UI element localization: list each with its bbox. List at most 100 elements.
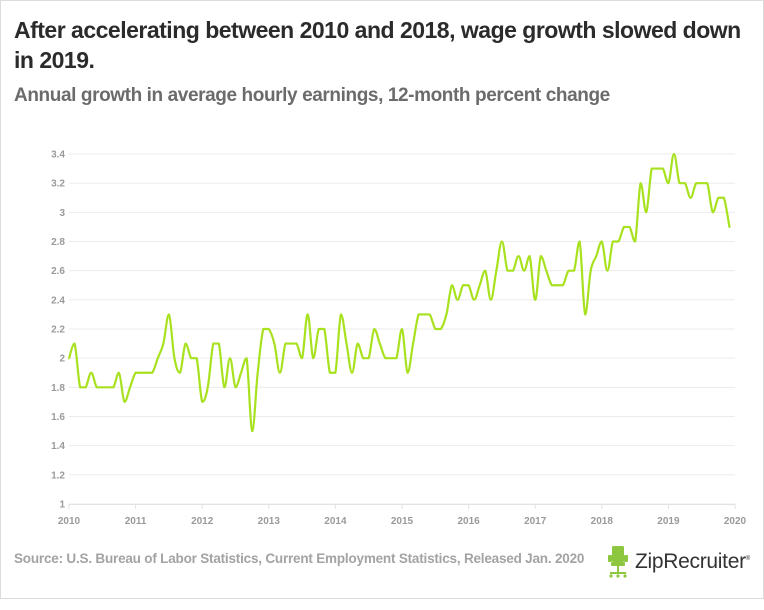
- data-point[interactable]: [516, 254, 521, 259]
- data-point[interactable]: [289, 341, 294, 346]
- data-point[interactable]: [472, 297, 477, 302]
- data-point[interactable]: [305, 312, 310, 317]
- data-point[interactable]: [322, 327, 327, 332]
- ziprecruiter-logo[interactable]: ZipRecruiter®: [607, 545, 750, 579]
- data-point[interactable]: [411, 341, 416, 346]
- data-point[interactable]: [333, 370, 338, 375]
- data-point[interactable]: [350, 370, 355, 375]
- data-point[interactable]: [105, 385, 110, 390]
- data-point[interactable]: [705, 181, 710, 186]
- data-point[interactable]: [494, 268, 499, 273]
- data-point[interactable]: [466, 283, 471, 288]
- data-point[interactable]: [400, 327, 405, 332]
- data-point[interactable]: [216, 341, 221, 346]
- data-point[interactable]: [316, 327, 321, 332]
- data-point[interactable]: [172, 356, 177, 361]
- data-point[interactable]: [78, 385, 83, 390]
- data-point[interactable]: [272, 341, 277, 346]
- data-point[interactable]: [572, 268, 577, 273]
- data-point[interactable]: [560, 283, 565, 288]
- data-point[interactable]: [239, 370, 244, 375]
- data-point[interactable]: [538, 254, 543, 259]
- data-point[interactable]: [449, 283, 454, 288]
- data-point[interactable]: [361, 356, 366, 361]
- data-point[interactable]: [511, 268, 516, 273]
- data-point[interactable]: [483, 268, 488, 273]
- data-point[interactable]: [694, 181, 699, 186]
- data-point[interactable]: [716, 195, 721, 200]
- data-point[interactable]: [444, 312, 449, 317]
- data-point[interactable]: [222, 385, 227, 390]
- data-point[interactable]: [522, 268, 527, 273]
- data-point[interactable]: [710, 210, 715, 215]
- data-point[interactable]: [150, 370, 155, 375]
- data-point[interactable]: [488, 297, 493, 302]
- data-point[interactable]: [139, 370, 144, 375]
- data-point[interactable]: [544, 268, 549, 273]
- data-point[interactable]: [422, 312, 427, 317]
- data-point[interactable]: [527, 254, 532, 259]
- data-point[interactable]: [189, 356, 194, 361]
- data-point[interactable]: [577, 239, 582, 244]
- data-point[interactable]: [89, 370, 94, 375]
- data-point[interactable]: [250, 429, 255, 434]
- data-point[interactable]: [660, 166, 665, 171]
- data-point[interactable]: [366, 356, 371, 361]
- data-point[interactable]: [155, 356, 160, 361]
- data-point[interactable]: [405, 370, 410, 375]
- data-point[interactable]: [677, 181, 682, 186]
- data-point[interactable]: [388, 356, 393, 361]
- data-point[interactable]: [255, 370, 260, 375]
- data-point[interactable]: [116, 370, 121, 375]
- data-point[interactable]: [266, 327, 271, 332]
- data-point[interactable]: [128, 385, 133, 390]
- data-point[interactable]: [100, 385, 105, 390]
- data-point[interactable]: [122, 399, 127, 404]
- data-point[interactable]: [433, 327, 438, 332]
- data-point[interactable]: [505, 268, 510, 273]
- data-point[interactable]: [583, 312, 588, 317]
- data-point[interactable]: [461, 283, 466, 288]
- data-point[interactable]: [183, 341, 188, 346]
- data-point[interactable]: [277, 370, 282, 375]
- data-point[interactable]: [655, 166, 660, 171]
- data-point[interactable]: [72, 341, 77, 346]
- data-point[interactable]: [300, 356, 305, 361]
- data-point[interactable]: [94, 385, 99, 390]
- data-point[interactable]: [683, 181, 688, 186]
- data-point[interactable]: [244, 356, 249, 361]
- data-point[interactable]: [327, 370, 332, 375]
- data-point[interactable]: [83, 385, 88, 390]
- data-point[interactable]: [338, 312, 343, 317]
- data-point[interactable]: [549, 283, 554, 288]
- data-point[interactable]: [644, 210, 649, 215]
- data-point[interactable]: [671, 152, 676, 157]
- data-point[interactable]: [633, 239, 638, 244]
- data-point[interactable]: [499, 239, 504, 244]
- data-point[interactable]: [194, 356, 199, 361]
- data-point[interactable]: [566, 268, 571, 273]
- data-point[interactable]: [416, 312, 421, 317]
- data-point[interactable]: [533, 297, 538, 302]
- data-point[interactable]: [111, 385, 116, 390]
- data-point[interactable]: [200, 399, 205, 404]
- data-point[interactable]: [161, 341, 166, 346]
- data-point[interactable]: [344, 341, 349, 346]
- data-point[interactable]: [427, 312, 432, 317]
- data-point[interactable]: [178, 370, 183, 375]
- data-point[interactable]: [622, 224, 627, 229]
- data-point[interactable]: [699, 181, 704, 186]
- data-point[interactable]: [605, 268, 610, 273]
- data-point[interactable]: [727, 224, 732, 229]
- data-point[interactable]: [261, 327, 266, 332]
- data-point[interactable]: [372, 327, 377, 332]
- data-point[interactable]: [205, 385, 210, 390]
- data-point[interactable]: [233, 385, 238, 390]
- data-point[interactable]: [283, 341, 288, 346]
- data-point[interactable]: [355, 341, 360, 346]
- data-point[interactable]: [588, 268, 593, 273]
- data-point[interactable]: [383, 356, 388, 361]
- data-point[interactable]: [294, 341, 299, 346]
- data-point[interactable]: [67, 356, 72, 361]
- data-point[interactable]: [599, 239, 604, 244]
